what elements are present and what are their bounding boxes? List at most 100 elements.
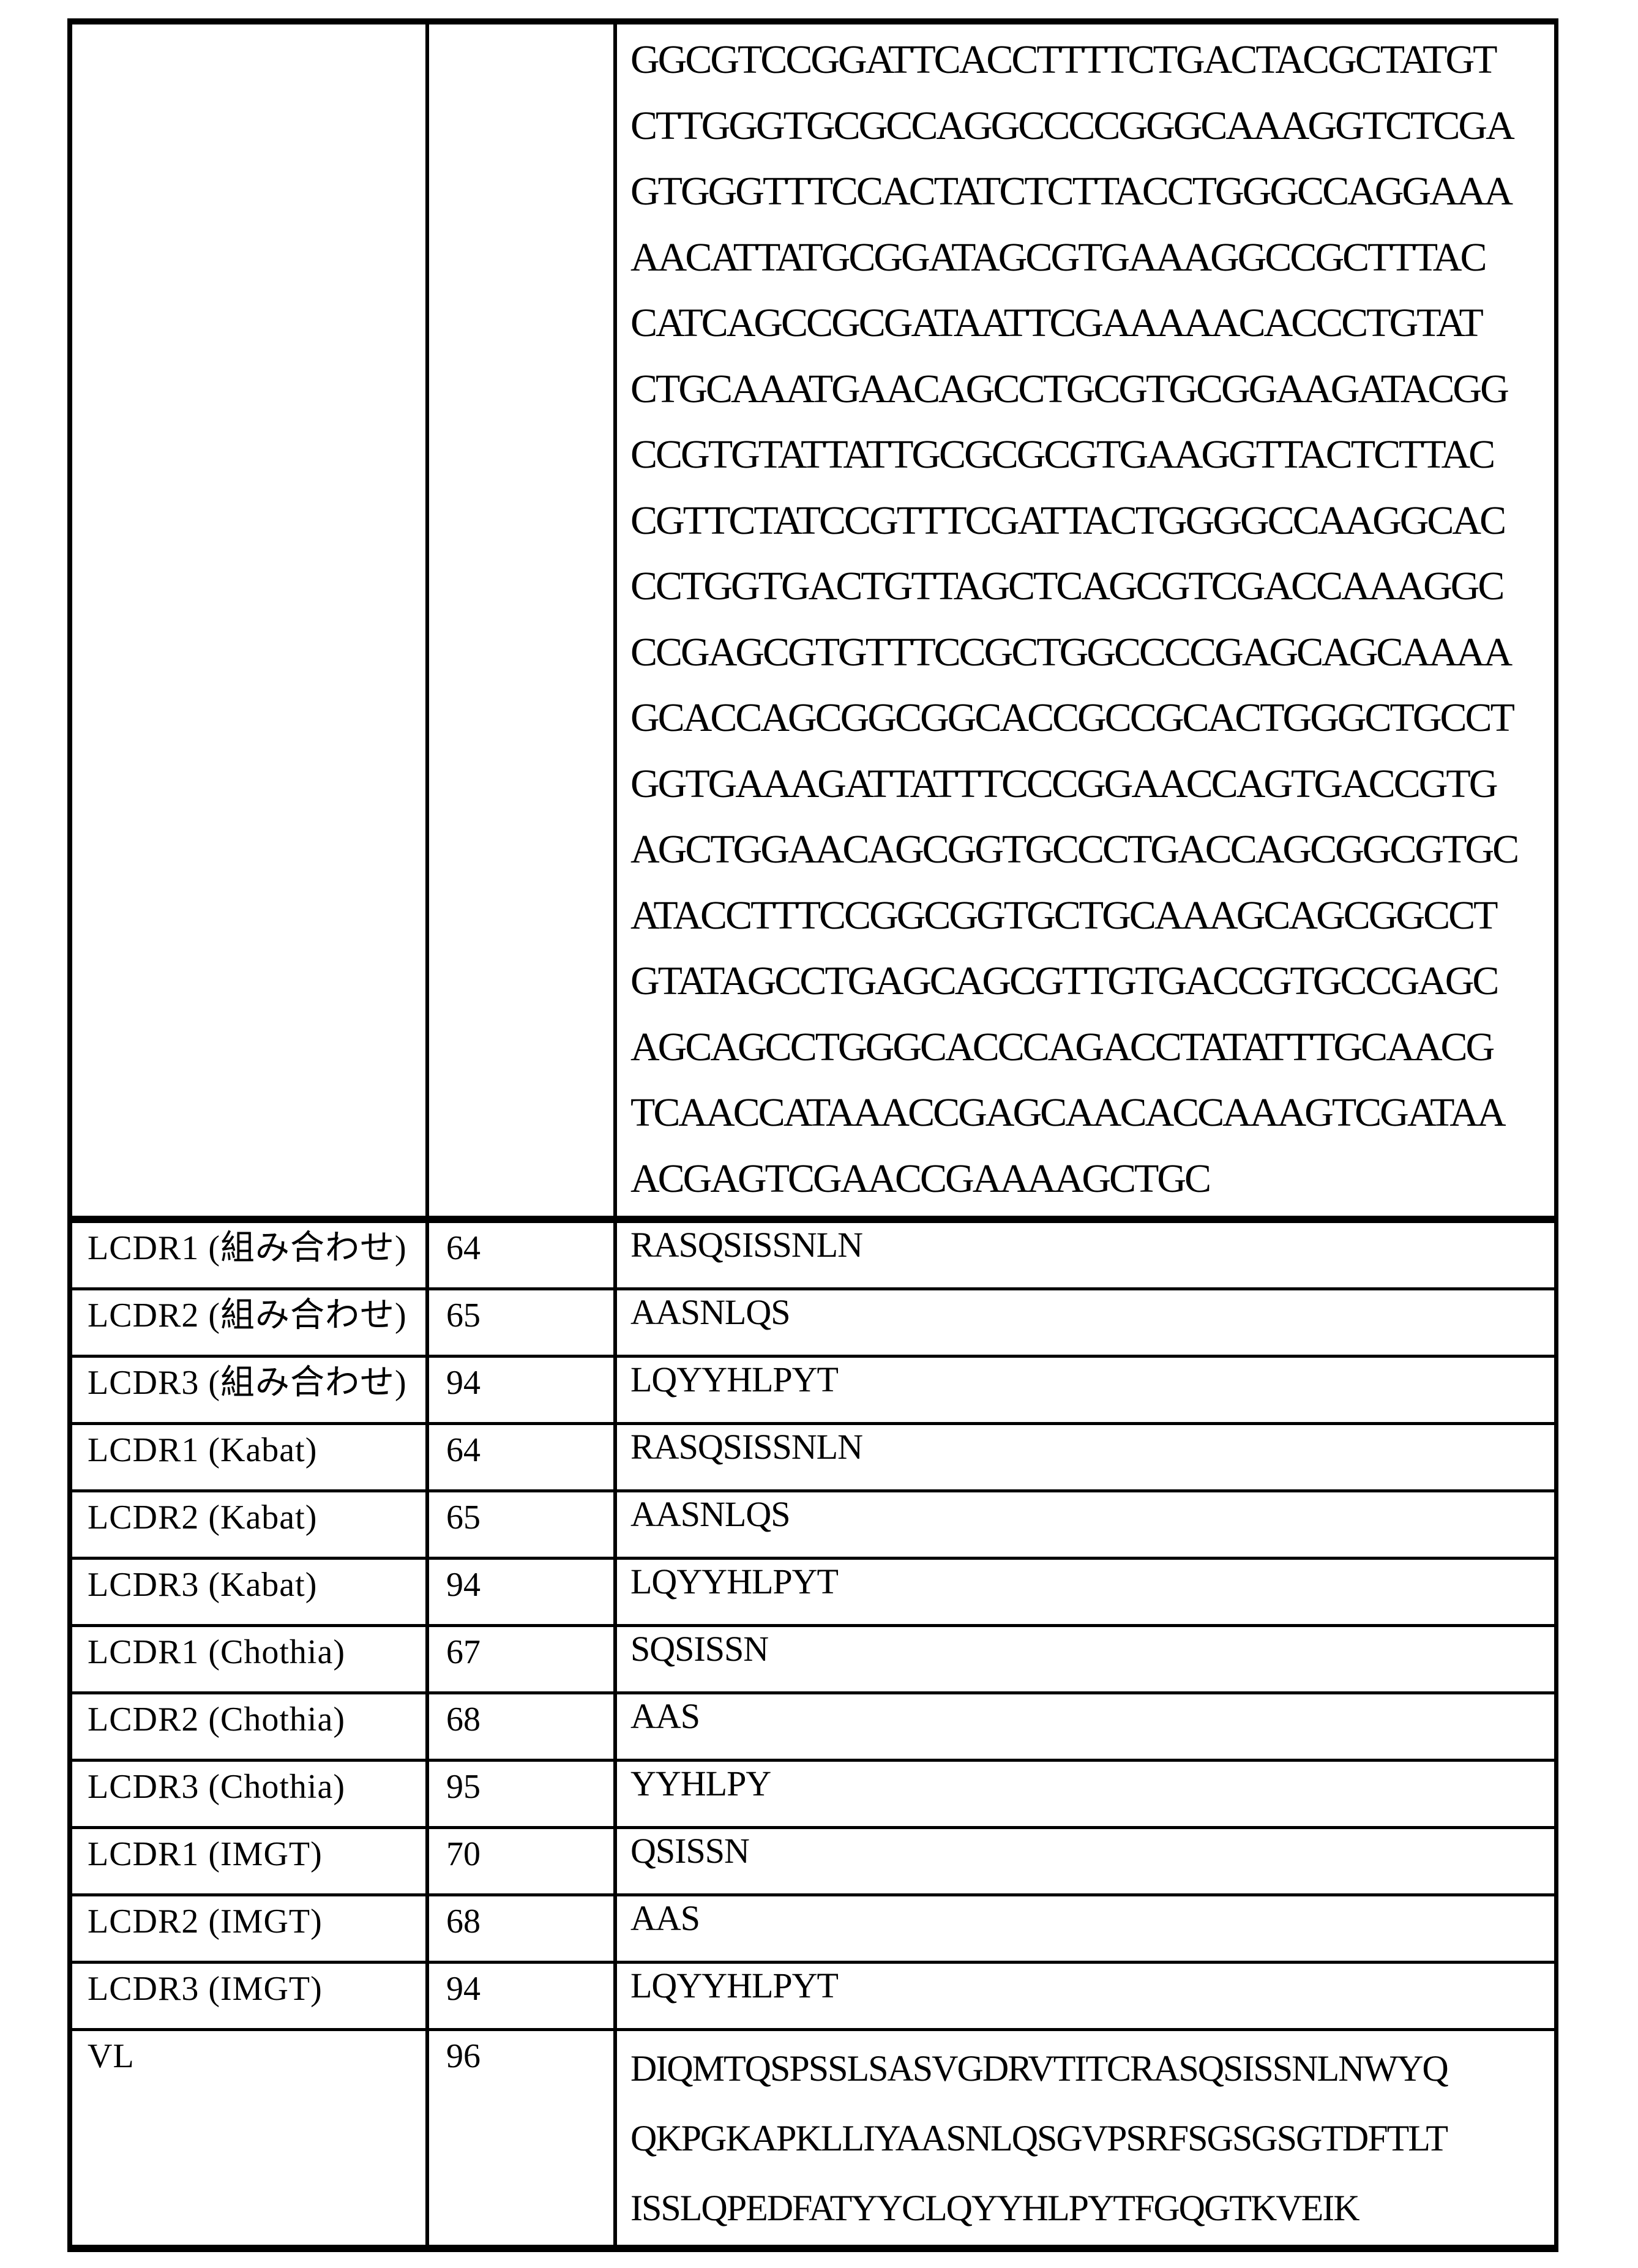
sequence-line: CGTTCTATCCGTTTCGATTACTGGGGCCAAGGCAC — [630, 498, 1506, 543]
table-row: LCDR3 (Kabat) 94 LQYYHLPYT — [72, 1557, 1554, 1624]
sequence-line: GTATAGCCTGAGCAGCGTTGTGACCGTGCCGAGC — [630, 959, 1499, 1003]
row-label: VL — [88, 2037, 135, 2075]
sequence-value: LQYYHLPYT — [630, 1966, 839, 2005]
sequence-value: AAS — [630, 1696, 700, 1736]
row-label-cell: LCDR3 (IMGT) — [72, 1964, 425, 2028]
row-label-cell: LCDR3 (組み合わせ) — [72, 1358, 425, 1422]
sequence-value: YYHLPY — [630, 1764, 771, 1803]
row-label-cell: LCDR1 (組み合わせ) — [72, 1223, 425, 1287]
sequence-line: AGCAGCCTGGGCACCCAGACCTATATTTGCAACG — [630, 1024, 1495, 1069]
row-label: LCDR3 (Chothia) — [88, 1768, 345, 1806]
sequence-line: CATCAGCCGCGATAATTCGAAAAACACCCTGTAT — [630, 301, 1484, 345]
sequence-cell: YYHLPY — [613, 1762, 1554, 1826]
table-row: LCDR1 (組み合わせ) 64 RASQSISSNLN — [72, 1216, 1554, 1287]
table-row: LCDR2 (組み合わせ) 65 AASNLQS — [72, 1287, 1554, 1355]
sequence-table: GGCGTCCGGATTCACCTTTTCTGACTACGCTATGT CTTG… — [67, 18, 1558, 2252]
row-label-cell — [72, 24, 425, 1216]
sequence-value: AAS — [630, 1898, 700, 1938]
table-row: LCDR1 (Kabat) 64 RASQSISSNLN — [72, 1422, 1554, 1489]
seq-id-cell: 65 — [425, 1290, 613, 1355]
seq-id-cell: 64 — [425, 1223, 613, 1287]
seq-id-cell: 67 — [425, 1627, 613, 1691]
seq-id-cell: 70 — [425, 1829, 613, 1893]
seq-id: 96 — [446, 2037, 481, 2075]
table-row: LCDR1 (IMGT) 70 QSISSN — [72, 1826, 1554, 1893]
seq-id: 94 — [446, 1566, 481, 1604]
sequence-line: AGCTGGAACAGCGGTGCCCTGACCAGCGGCGTGC — [630, 827, 1519, 872]
row-label: LCDR1 (Kabat) — [88, 1431, 318, 1469]
seq-id: 94 — [446, 1364, 481, 1402]
row-label: LCDR1 (Chothia) — [88, 1633, 345, 1671]
seq-id: 64 — [446, 1431, 481, 1469]
row-label-cell: LCDR2 (組み合わせ) — [72, 1290, 425, 1355]
seq-id-cell: 94 — [425, 1358, 613, 1422]
seq-id: 94 — [446, 1970, 481, 2008]
sequence-cell: LQYYHLPYT — [613, 1560, 1554, 1624]
seq-id: 68 — [446, 1701, 481, 1738]
sequence-value: SQSISSN — [630, 1629, 769, 1669]
sequence-value: RASQSISSNLN — [630, 1427, 863, 1467]
sequence-cell: LQYYHLPYT — [613, 1358, 1554, 1422]
row-label-cell: VL — [72, 2031, 425, 2245]
sequence-line: GCACCAGCGGCGGCACCGCCGCACTGGGCTGCCT — [630, 695, 1515, 740]
table-row: LCDR2 (Kabat) 65 AASNLQS — [72, 1489, 1554, 1557]
row-label: LCDR3 (組み合わせ) — [88, 1364, 407, 1402]
table-row-vl: VL 96 DIQMTQSPSSLSASVGDRVTITCRASQSISSNLN… — [72, 2028, 1554, 2245]
sequence-line: CCTGGTGACTGTTAGCTCAGCGTCGACCAAAGGC — [630, 564, 1505, 608]
table-row: LCDR2 (IMGT) 68 AAS — [72, 1893, 1554, 1961]
row-label: LCDR2 (Chothia) — [88, 1701, 345, 1738]
sequence-cell: DIQMTQSPSSLSASVGDRVTITCRASQSISSNLNWYQ QK… — [613, 2031, 1554, 2245]
table-row: LCDR3 (IMGT) 94 LQYYHLPYT — [72, 1961, 1554, 2028]
sequence-line: CTTGGGTGCGCCAGGCCCCGGGCAAAGGTCTCGA — [630, 103, 1515, 148]
seq-id: 70 — [446, 1835, 481, 1873]
row-label: LCDR2 (IMGT) — [88, 1903, 323, 1941]
seq-id-cell: 64 — [425, 1425, 613, 1489]
row-label: LCDR2 (Kabat) — [88, 1499, 318, 1536]
table-row: LCDR1 (Chothia) 67 SQSISSN — [72, 1624, 1554, 1691]
row-label-cell: LCDR2 (IMGT) — [72, 1896, 425, 1961]
row-label-cell: LCDR3 (Kabat) — [72, 1560, 425, 1624]
seq-id: 64 — [446, 1229, 481, 1267]
row-label-cell: LCDR1 (Kabat) — [72, 1425, 425, 1489]
sequence-cell: GGCGTCCGGATTCACCTTTTCTGACTACGCTATGT CTTG… — [613, 24, 1554, 1216]
row-label: LCDR2 (組み合わせ) — [88, 1297, 407, 1334]
row-label: LCDR3 (Kabat) — [88, 1566, 318, 1604]
sequence-line: CCGAGCGTGTTTCCGCTGGCCCCGAGCAGCAAAA — [630, 629, 1513, 675]
sequence-value: QSISSN — [630, 1831, 750, 1871]
sequence-value: RASQSISSNLN — [630, 1225, 863, 1265]
table-row: LCDR3 (組み合わせ) 94 LQYYHLPYT — [72, 1355, 1554, 1422]
sequence-line: GGCGTCCGGATTCACCTTTTCTGACTACGCTATGT — [630, 37, 1497, 82]
seq-id-cell — [425, 24, 613, 1216]
row-label-cell: LCDR2 (Kabat) — [72, 1492, 425, 1557]
sequence-cell: AASNLQS — [613, 1492, 1554, 1557]
row-label-cell: LCDR1 (IMGT) — [72, 1829, 425, 1893]
table-row-continuation: GGCGTCCGGATTCACCTTTTCTGACTACGCTATGT CTTG… — [72, 24, 1554, 1216]
seq-id-cell: 68 — [425, 1896, 613, 1961]
seq-id: 95 — [446, 1768, 481, 1806]
sequence-cell: SQSISSN — [613, 1627, 1554, 1691]
sequence-line: AACATTATGCGGATAGCGTGAAAGGCCGCTTTAC — [630, 234, 1487, 280]
row-label-cell: LCDR3 (Chothia) — [72, 1762, 425, 1826]
sequence-cell: RASQSISSNLN — [613, 1223, 1554, 1287]
seq-id-cell: 95 — [425, 1762, 613, 1826]
sequence-line: ACGAGTCGAACCGAAAAGCTGC — [630, 1156, 1211, 1201]
seq-id: 67 — [446, 1633, 481, 1671]
sequence-cell: AASNLQS — [613, 1290, 1554, 1355]
table-row: LCDR2 (Chothia) 68 AAS — [72, 1691, 1554, 1759]
seq-id: 68 — [446, 1903, 481, 1941]
row-label: LCDR3 (IMGT) — [88, 1970, 323, 2008]
row-label: LCDR1 (組み合わせ) — [88, 1229, 407, 1267]
sequence-value: AASNLQS — [630, 1494, 790, 1534]
sequence-cell: QSISSN — [613, 1829, 1554, 1893]
sequence-value: AASNLQS — [630, 1292, 790, 1332]
sequence-line: GGTGAAAGATTATTTCCCGGAACCAGTGACCGTG — [630, 761, 1498, 806]
row-label-cell: LCDR2 (Chothia) — [72, 1694, 425, 1759]
row-label-cell: LCDR1 (Chothia) — [72, 1627, 425, 1691]
sequence-line: QKPGKAPKLLIYAASNLQSGVPSRFSGSGSGTDFTLT — [630, 2118, 1448, 2158]
sequence-line: GTGGGTTTCCACTATCTCTTACCTGGGCCAGGAAA — [630, 169, 1513, 214]
sequence-cell: LQYYHLPYT — [613, 1964, 1554, 2028]
row-label: LCDR1 (IMGT) — [88, 1835, 323, 1873]
sequence-cell: RASQSISSNLN — [613, 1425, 1554, 1489]
seq-id-cell: 94 — [425, 1964, 613, 2028]
